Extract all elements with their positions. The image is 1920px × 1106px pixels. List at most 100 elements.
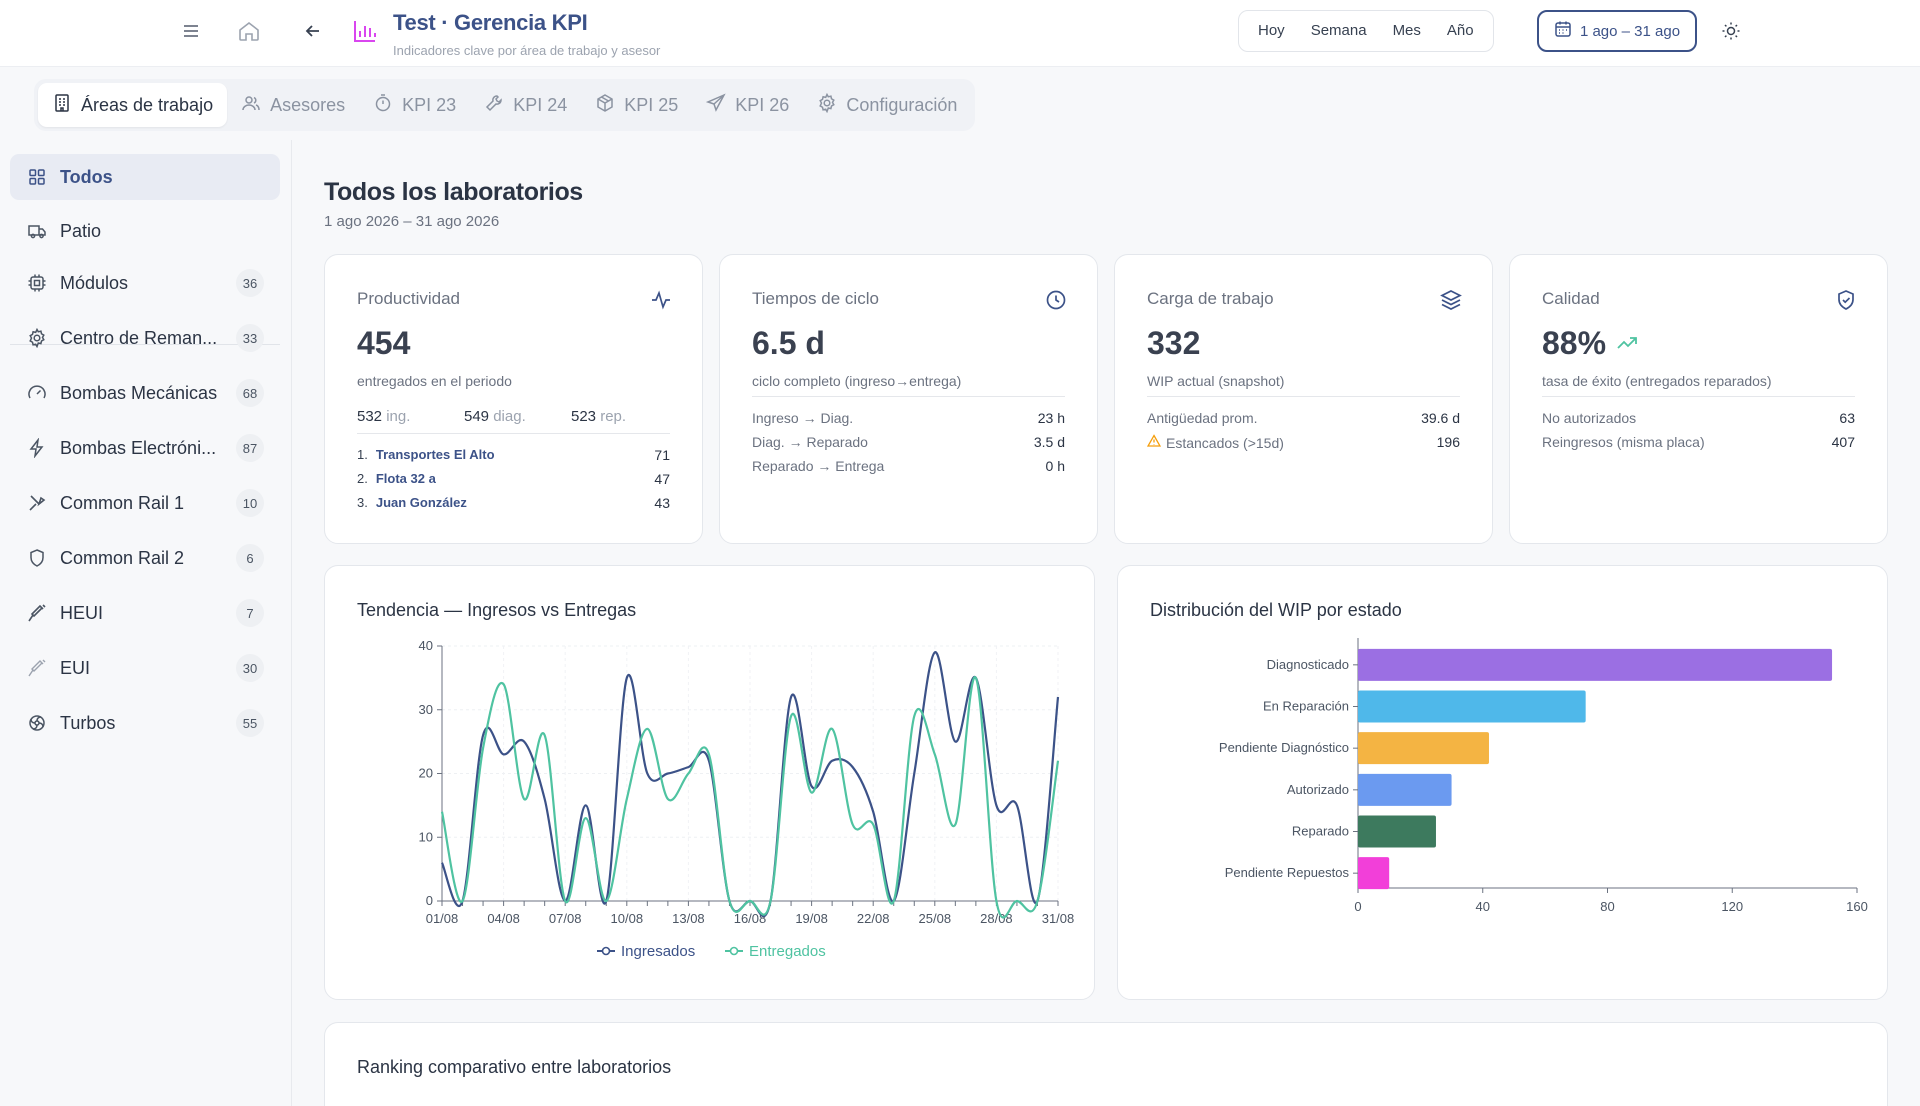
sidebar-item-common-rail-1[interactable]: Common Rail 1 10 (10, 480, 280, 526)
row-label: Ingreso → Diag. (752, 410, 854, 426)
wip-bar (1358, 648, 1833, 681)
tab-kpi-26[interactable]: KPI 26 (692, 83, 803, 127)
date-range-label: 1 ago – 31 ago (1579, 22, 1681, 40)
tab-label: KPI 26 (735, 94, 790, 115)
ranking-row[interactable]: 3. Juan González 43 (357, 495, 670, 511)
users-icon (241, 93, 261, 118)
trend-line-chart[interactable]: 0 10 20 30 40 01/08 04/08 07/08 10/08 13/08 16/08 1… (325, 566, 1096, 1001)
sun-icon[interactable] (1714, 14, 1748, 48)
sidebar-item-modulos[interactable]: Módulos 36 (10, 260, 280, 306)
ranking-row[interactable]: 2. Flota 32 a 47 (357, 471, 670, 487)
diagnosticos-value: 549 (464, 408, 490, 425)
tab-label: KPI 24 (513, 94, 568, 115)
kpi-row: Reingresos (misma placa) 407 (1542, 434, 1855, 450)
category-label: Reparado (1292, 824, 1349, 839)
wip-bar (1358, 857, 1390, 890)
divider (1542, 396, 1855, 397)
category-label: Diagnosticado (1267, 657, 1349, 672)
tab-kpi-23[interactable]: KPI 23 (359, 83, 470, 127)
tab-areas[interactable]: Áreas de trabajo (38, 83, 228, 127)
x-tick-label: 40 (1476, 899, 1490, 914)
menu-icon[interactable] (174, 14, 208, 48)
kpi-row: Diag. → Reparado 3.5 d (752, 434, 1065, 450)
warning-icon (1146, 434, 1162, 451)
building-icon (52, 93, 72, 118)
sidebar-divider (10, 344, 280, 345)
x-tick-label: 04/08 (487, 911, 520, 926)
app-subtitle: Indicadores clave por área de trabajo y … (393, 43, 661, 58)
gear-icon (817, 92, 837, 118)
x-tick-label: 16/08 (734, 911, 767, 926)
activity-icon (650, 289, 672, 311)
count-badge: 7 (236, 599, 264, 627)
x-tick-label: 19/08 (795, 911, 828, 926)
tab-configuracion[interactable]: Configuración (803, 83, 971, 127)
sidebar-item-todos[interactable]: Todos (10, 154, 280, 200)
rank-count: 71 (654, 447, 670, 463)
count-badge: 33 (236, 324, 264, 352)
kpi-row: No autorizados 63 (1542, 410, 1855, 426)
sidebar-item-label: Todos (60, 166, 113, 187)
sidebar-item-eui[interactable]: EUI 30 (10, 645, 280, 691)
period-today-button[interactable]: Hoy (1258, 22, 1285, 39)
sidebar-item-label: Patio (60, 220, 102, 241)
count-badge: 36 (236, 269, 264, 297)
count-badge: 10 (236, 489, 264, 517)
ingresos-label: ing. (386, 408, 411, 425)
kpi-title: Tiempos de ciclo (752, 289, 879, 308)
divider (357, 433, 670, 434)
kpi-caption: ciclo completo (ingreso→entrega) (752, 373, 962, 389)
tab-asesores[interactable]: Asesores (227, 83, 359, 127)
back-arrow-icon[interactable] (296, 14, 330, 48)
sidebar-item-label: Centro de Reman... (60, 327, 218, 348)
wip-bar-chart[interactable]: 0 40 80 120 160 Diagnosticado En Reparación Pen… (1118, 566, 1889, 1001)
row-label: No autorizados (1542, 410, 1637, 426)
rank-count: 47 (654, 471, 670, 487)
row-label: Diag. → Reparado (752, 434, 868, 450)
kpi-caption: WIP actual (snapshot) (1147, 373, 1285, 389)
bolt-icon (26, 437, 48, 459)
sidebar-item-centro-reman[interactable]: Centro de Reman... 33 (10, 315, 280, 361)
truck-icon (26, 220, 48, 242)
sidebar-item-label: Common Rail 2 (60, 547, 185, 568)
gauge-icon (26, 382, 48, 404)
wip-bar (1358, 732, 1489, 765)
sidebar-item-bombas-mecanicas[interactable]: Bombas Mecánicas 68 (10, 370, 280, 416)
tab-kpi-25[interactable]: KPI 25 (581, 83, 692, 127)
sidebar-item-bombas-electronicas[interactable]: Bombas Electróni... 87 (10, 425, 280, 471)
ranking-row[interactable]: 1. Transportes El Alto 71 (357, 447, 670, 463)
app-title: Test · Gerencia KPI (393, 10, 588, 35)
home-icon[interactable] (232, 14, 266, 48)
kpi-card-carga-trabajo: Carga de trabajo 332 WIP actual (snapsho… (1114, 254, 1493, 544)
category-label: En Reparación (1263, 699, 1349, 714)
sidebar: Todos Patio Módulos 36 Centro de Reman..… (0, 140, 292, 1106)
sidebar-item-turbos[interactable]: Turbos 55 (10, 700, 280, 746)
tab-kpi-24[interactable]: KPI 24 (470, 83, 581, 127)
kpi-card-tiempos-ciclo: Tiempos de ciclo 6.5 d ciclo completo (i… (719, 254, 1098, 544)
tab-label: Configuración (846, 94, 958, 115)
rank-position: 2. (357, 471, 368, 486)
row-value: 196 (1436, 434, 1460, 450)
main-tabs: Áreas de trabajo Asesores KPI 23 KPI 24 … (34, 79, 976, 131)
kpi-row: Ingreso → Diag. 23 h (752, 410, 1065, 426)
sidebar-item-common-rail-2[interactable]: Common Rail 2 6 (10, 535, 280, 581)
sidebar-item-heui[interactable]: HEUI 7 (10, 590, 280, 636)
period-month-button[interactable]: Mes (1392, 22, 1421, 39)
sidebar-item-label: Bombas Mecánicas (60, 382, 218, 403)
clock-icon (1045, 289, 1067, 311)
category-label: Pendiente Repuestos (1225, 865, 1350, 880)
shield-icon (26, 547, 48, 569)
row-label: Antigüedad prom. (1147, 410, 1258, 426)
x-tick-label: 0 (1354, 899, 1361, 914)
ingresos-value: 532 (357, 408, 383, 425)
sidebar-item-patio[interactable]: Patio (10, 208, 280, 254)
layers-icon (1440, 289, 1462, 311)
reparados-label: rep. (600, 408, 627, 425)
period-week-button[interactable]: Semana (1310, 22, 1367, 39)
turbo-icon (26, 712, 48, 734)
rank-count: 43 (654, 495, 670, 511)
legend-marker (601, 946, 611, 956)
x-tick-label: 25/08 (919, 911, 952, 926)
date-range-button[interactable]: 1 ago – 31 ago (1537, 10, 1697, 52)
period-year-button[interactable]: Año (1446, 22, 1474, 39)
